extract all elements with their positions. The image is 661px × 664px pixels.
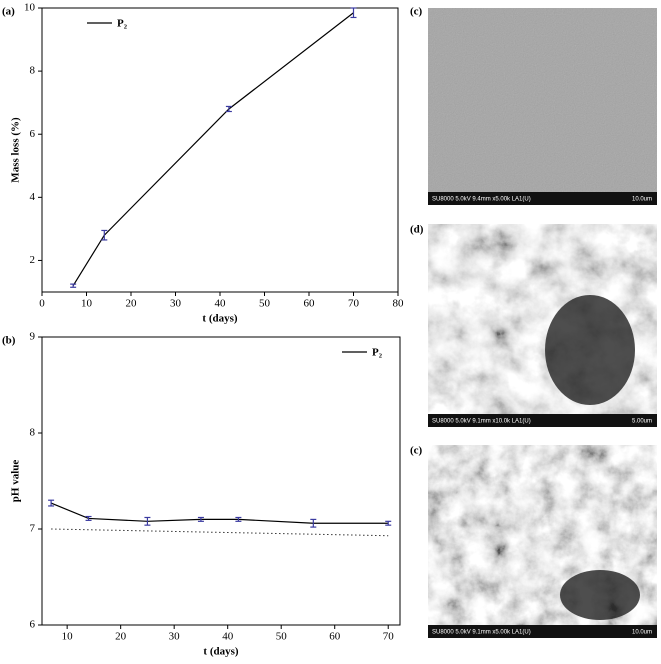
y-tick-label: 6 — [30, 128, 36, 140]
error-bar — [385, 520, 392, 526]
error-bar — [225, 105, 232, 113]
x-tick-label: 60 — [304, 298, 316, 310]
x-tick-label: 70 — [348, 298, 360, 310]
panel-label: (c) — [410, 6, 423, 18]
panel-label: (a) — [2, 6, 15, 18]
x-axis-label: t (days) — [202, 313, 237, 325]
error-bar — [101, 229, 108, 241]
x-tick-label: 0 — [39, 298, 45, 310]
sem-scale: 5.00um — [632, 419, 652, 425]
error-bar — [197, 516, 204, 522]
plot-frame — [41, 336, 401, 626]
error-bar — [70, 283, 77, 288]
panel-label: (d) — [410, 224, 424, 236]
x-tick-label: 30 — [169, 631, 181, 643]
x-tick-label: 60 — [329, 631, 341, 643]
x-axis-label: t (days) — [203, 646, 238, 658]
series-line — [50, 502, 389, 524]
sem-scale: 10.0um — [632, 630, 652, 636]
sem-scale: 10.0um — [632, 197, 652, 203]
x-tick-label: 30 — [170, 298, 182, 310]
sem-caption: SU8000 5.0kV 9.4mm x5.00k LA1(U) — [432, 197, 531, 203]
x-tick-label: 10 — [81, 298, 93, 310]
y-tick-label: 9 — [30, 331, 36, 343]
panel-label: (b) — [2, 335, 16, 347]
sem-image-c — [428, 8, 657, 205]
error-bar — [48, 499, 55, 507]
legend-label: P₂ — [372, 347, 383, 359]
series-line — [72, 12, 354, 287]
sem-image-d — [428, 224, 657, 427]
x-tick-label: 50 — [259, 298, 271, 310]
error-bar — [350, 7, 357, 19]
x-tick-label: 20 — [115, 631, 127, 643]
y-axis-label: pH value — [10, 460, 22, 503]
y-tick-label: 6 — [30, 619, 36, 631]
sem-caption: SU8000 5.0kV 9.1mm x5.00k LA1(U) — [432, 630, 531, 636]
panel-label: (c) — [410, 445, 423, 457]
y-tick-label: 8 — [30, 427, 36, 439]
y-tick-label: 2 — [30, 254, 36, 266]
legend-label: P₂ — [117, 18, 128, 30]
error-bar — [85, 515, 92, 521]
y-tick-label: 4 — [30, 191, 36, 203]
x-tick-label: 20 — [126, 298, 138, 310]
x-tick-label: 40 — [222, 631, 234, 643]
x-tick-label: 10 — [62, 631, 74, 643]
sem-caption: SU8000 5.0kV 9.1mm x10.0k LA1(U) — [432, 419, 531, 425]
x-tick-label: 40 — [215, 298, 227, 310]
error-bar — [235, 516, 242, 522]
y-tick-label: 7 — [30, 523, 36, 535]
y-axis-label: Mass loss (%) — [10, 117, 22, 183]
x-tick-label: 50 — [276, 631, 288, 643]
x-tick-label: 80 — [393, 298, 405, 310]
y-tick-label: 10 — [24, 2, 36, 14]
x-tick-label: 70 — [383, 631, 395, 643]
y-tick-label: 8 — [30, 65, 36, 77]
reference-line — [51, 528, 389, 537]
error-bar — [144, 516, 151, 526]
sem-image-e — [428, 445, 657, 638]
error-bar — [310, 518, 317, 528]
